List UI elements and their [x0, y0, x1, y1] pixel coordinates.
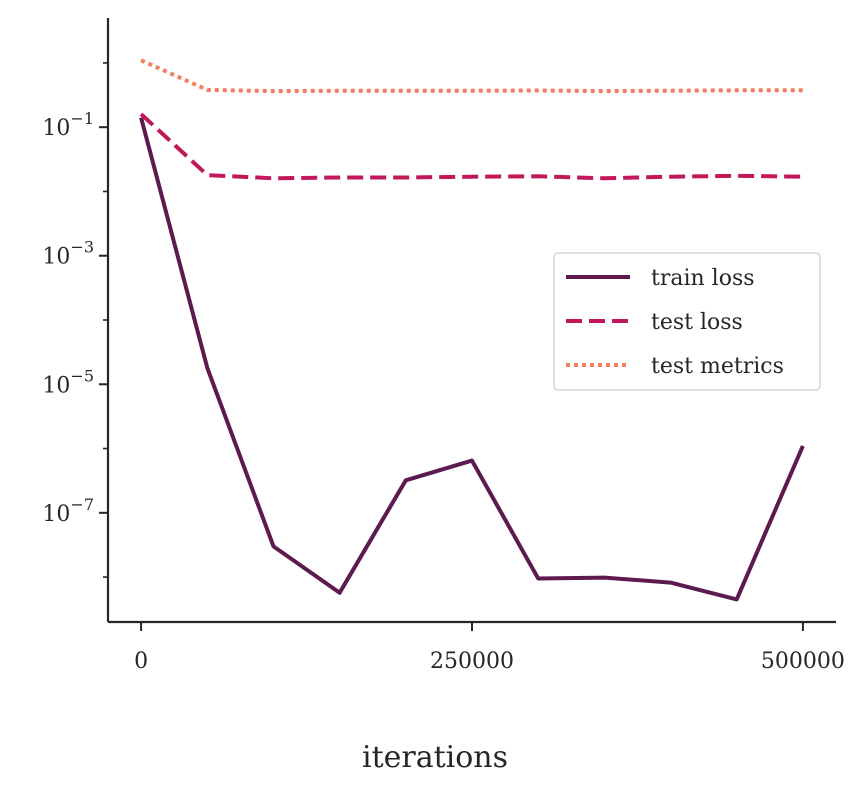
x-tick-label: 0: [134, 649, 148, 674]
legend-label: train loss: [651, 266, 755, 291]
y-tick-label: 10−3: [42, 238, 94, 270]
x-tick-label: 250000: [430, 649, 514, 674]
y-tick-label: 10−1: [42, 109, 94, 141]
x-tick-label: 500000: [761, 649, 845, 674]
legend-label: test loss: [651, 310, 743, 335]
y-tick-label: 10−7: [42, 495, 94, 527]
series-line-test-metrics: [141, 60, 803, 91]
legend: train loss test loss test metrics: [554, 253, 820, 390]
x-axis-title: iterations: [362, 740, 508, 775]
series-line-test-loss: [141, 114, 803, 178]
legend-label: test metrics: [651, 354, 784, 379]
y-tick-label: 10−5: [42, 366, 94, 398]
